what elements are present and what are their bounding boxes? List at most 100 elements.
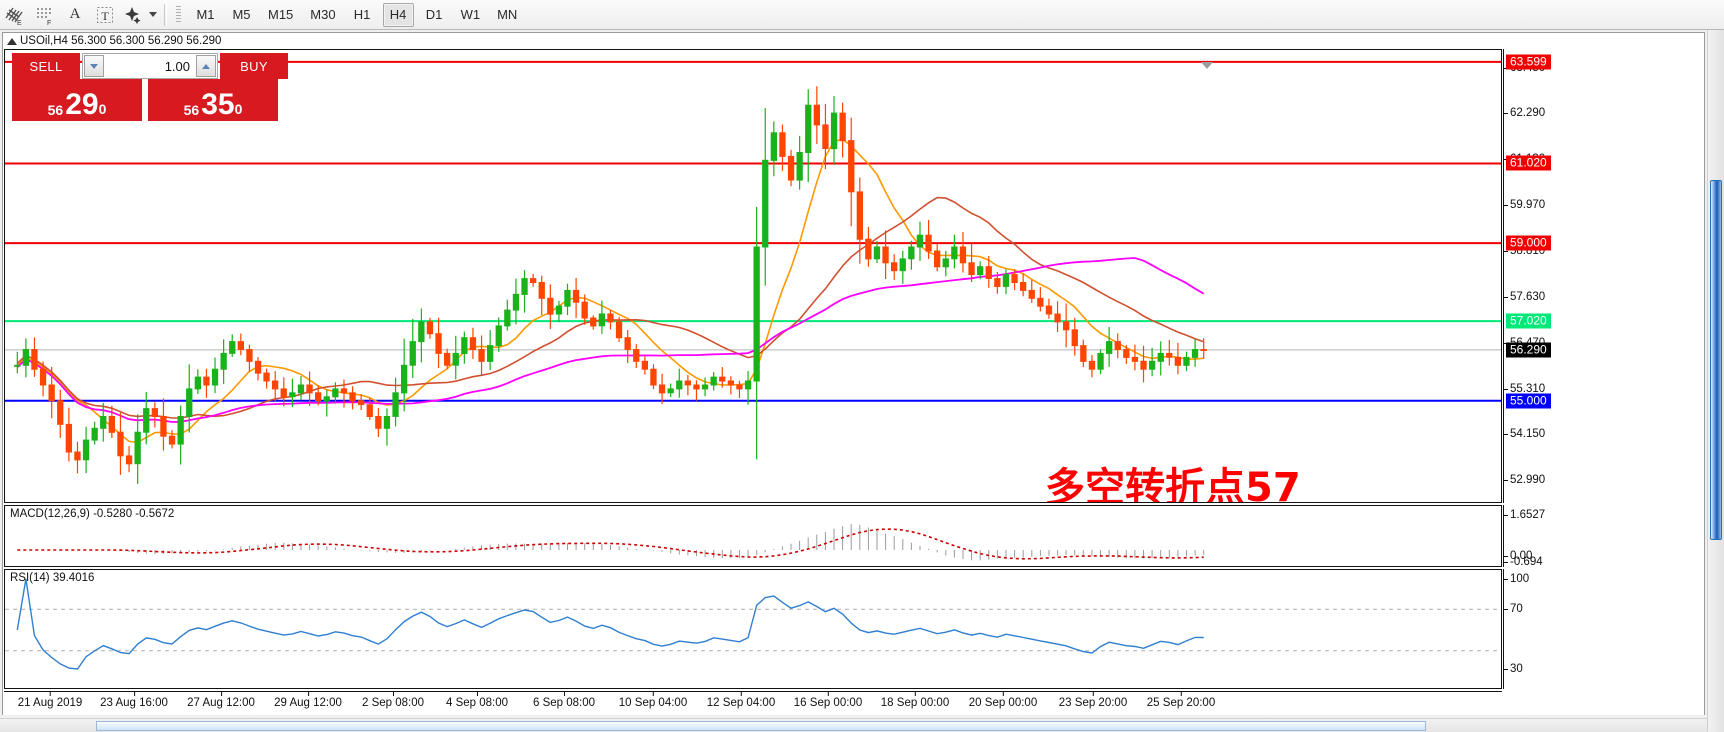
horizontal-scrollbar-thumb[interactable]: [96, 721, 1426, 731]
macd-tick-0: 1.6527: [1503, 509, 1546, 521]
rsi-indicator-panel[interactable]: RSI(14) 39.4016: [4, 569, 1502, 689]
timeframe-button-m1[interactable]: M1: [196, 7, 215, 22]
candle-body: [1200, 349, 1207, 351]
candle-body: [555, 305, 563, 315]
candle-body: [323, 396, 330, 402]
time-scale[interactable]: 21 Aug 2019 23 Aug 16:00 27 Aug 12:00 29 Au…: [4, 691, 1502, 715]
candle-body: [203, 376, 210, 386]
indicators-icon[interactable]: E: [0, 1, 30, 29]
timeframe-button-m30[interactable]: M30: [310, 7, 336, 22]
candle-body: [74, 451, 81, 461]
candle-body: [82, 439, 90, 461]
chart-title-text: USOil,H4 56.300 56.300 56.290 56.290: [20, 35, 222, 47]
price-badge-63-599[interactable]: 63.599: [1506, 54, 1551, 70]
candle-body: [297, 384, 305, 394]
candle-body: [254, 360, 262, 374]
objects-dropdown-arrow-icon[interactable]: [144, 1, 160, 29]
candle-body: [1002, 274, 1010, 287]
candle-body: [710, 376, 717, 386]
buy-price-display[interactable]: 56 35 0: [148, 79, 278, 121]
candle-body: [375, 416, 382, 429]
price-scale[interactable]: 63.45062.29061.13059.97058.81057.63056.4…: [1503, 49, 1703, 503]
price-badge-55-000[interactable]: 55.000: [1506, 393, 1551, 409]
macd-canvas: [17, 524, 1205, 561]
candle-body: [805, 104, 812, 153]
volume-increase-button[interactable]: [196, 55, 216, 77]
macd-indicator-panel[interactable]: MACD(12,26,9) -0.5280 -0.5672: [4, 505, 1502, 567]
vertical-scrollbar-thumb[interactable]: [1710, 180, 1722, 540]
text-label-icon[interactable]: A: [69, 6, 81, 22]
candle-body: [650, 368, 657, 386]
candle-body: [538, 282, 545, 299]
candle-body: [848, 140, 855, 193]
timeframe-button-w1[interactable]: W1: [460, 7, 481, 22]
timeframe-button-m5[interactable]: M5: [232, 7, 251, 22]
trade-panel-price-row: 56 29 0 56 35 0: [12, 79, 288, 121]
candle-body: [57, 400, 64, 425]
candle-body: [117, 431, 124, 457]
candle-body: [177, 416, 184, 445]
candle-body: [1045, 305, 1053, 315]
candle-body: [340, 388, 348, 394]
timeframe-button-h1[interactable]: H1: [353, 7, 371, 22]
candle-body: [701, 384, 709, 390]
time-label: 18 Sep 00:00: [880, 691, 950, 709]
timeframe-button-mn[interactable]: MN: [497, 7, 518, 22]
candle-body: [615, 321, 623, 339]
candle-body: [31, 349, 38, 370]
candle-body: [779, 132, 786, 157]
candle-body: [280, 388, 287, 398]
buy-button[interactable]: BUY: [220, 53, 288, 79]
candle-body: [1097, 352, 1104, 370]
candle-body: [1080, 345, 1087, 362]
candle-body: [521, 278, 528, 295]
buy-price-fraction: 0: [234, 101, 243, 117]
candle-body: [358, 400, 365, 406]
rsi-tick-70: 70: [1504, 603, 1523, 615]
collapse-triangle-icon[interactable]: [7, 38, 17, 45]
candle-body: [383, 416, 391, 429]
price-badge-56-290[interactable]: 56.290: [1506, 342, 1551, 358]
candle-body: [891, 262, 898, 272]
crosshair-f-icon[interactable]: F: [30, 1, 60, 29]
price-badge-57-020[interactable]: 57.020: [1506, 313, 1551, 329]
price-tick-57-630: 57.630: [1503, 291, 1546, 304]
one-click-trading-panel[interactable]: SELL 1.00 BUY 56 29 0 56 35 0: [12, 53, 288, 121]
timeframe-button-d1[interactable]: D1: [425, 7, 443, 22]
sell-button[interactable]: SELL: [12, 53, 80, 79]
candle-body: [676, 380, 683, 390]
chart-period-separator-marker-icon: [1201, 62, 1213, 69]
volume-decrease-button[interactable]: [84, 55, 104, 77]
candle-body: [100, 416, 107, 429]
candle-body: [753, 246, 760, 382]
sell-price-display[interactable]: 56 29 0: [12, 79, 142, 121]
volume-input[interactable]: 1.00: [82, 53, 218, 79]
chart-window[interactable]: USOil,H4 56.300 56.300 56.290 56.290 多空转…: [2, 32, 1705, 716]
price-badge-59-000[interactable]: 59.000: [1506, 235, 1551, 251]
horizontal-scrollbar[interactable]: [0, 718, 1707, 732]
vertical-scrollbar[interactable]: [1707, 30, 1724, 732]
candle-body: [1011, 274, 1018, 284]
candle-body: [306, 384, 313, 394]
macd-scale[interactable]: 1.6527 0.00 -0.694: [1503, 505, 1703, 568]
macd-label: MACD(12,26,9) -0.5280 -0.5672: [10, 508, 175, 520]
candle-body: [633, 349, 640, 362]
candle-body: [787, 155, 795, 181]
timeframe-button-m15[interactable]: M15: [268, 7, 294, 22]
objects-icon[interactable]: [120, 1, 144, 29]
rsi-scale[interactable]: 100 70 30: [1503, 569, 1703, 689]
toolbar-separator: [164, 3, 167, 26]
price-chart-panel[interactable]: 多空转折点57: [4, 49, 1502, 503]
candle-body: [349, 392, 356, 402]
sell-price-whole: 56: [47, 102, 64, 118]
candle-body: [1174, 356, 1181, 366]
timeframe-button-h4[interactable]: H4: [382, 2, 414, 27]
volume-value[interactable]: 1.00: [164, 58, 190, 74]
candle-body: [332, 388, 339, 398]
price-badge-61-020[interactable]: 61.020: [1506, 155, 1551, 171]
text-object-icon[interactable]: T: [90, 1, 120, 29]
candle-body: [461, 337, 468, 355]
time-label: 23 Sep 20:00: [1058, 691, 1128, 709]
toolbar-grip[interactable]: [174, 1, 184, 29]
rsi-tick-100: 100: [1503, 573, 1530, 585]
